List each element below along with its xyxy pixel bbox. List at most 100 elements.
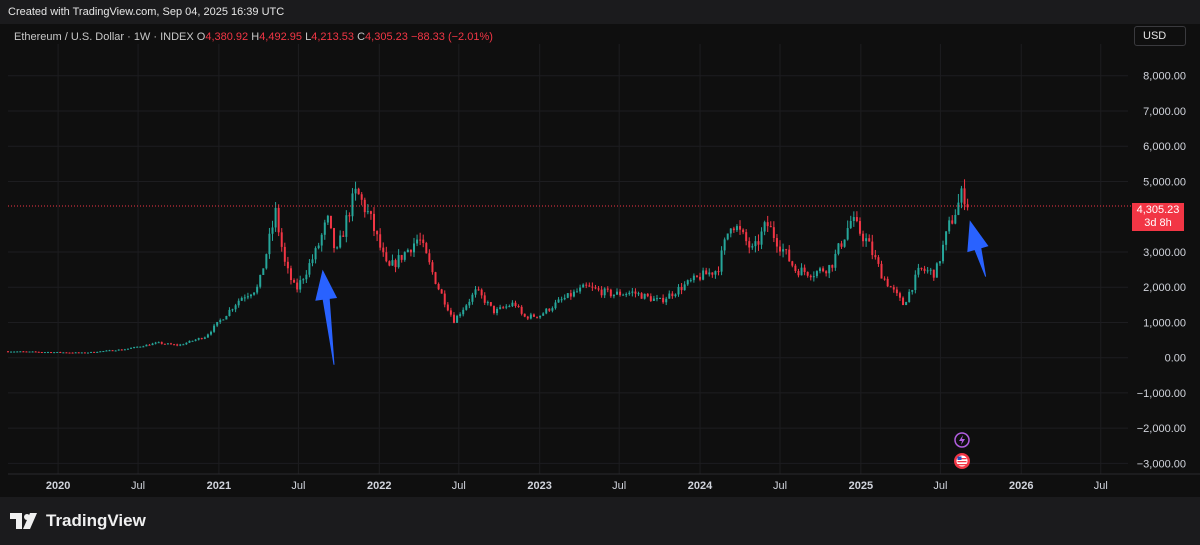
candle-body	[163, 343, 166, 345]
candle-body	[231, 309, 234, 311]
time-axis: 2020 Jul 2021 Jul 2022 Jul 2023 Jul 2024 Jul 2025 J…	[46, 480, 1108, 492]
candle-body	[889, 286, 892, 288]
x-tick-label: Jul	[612, 480, 626, 492]
candle-body	[668, 293, 671, 299]
candle-body	[40, 352, 43, 353]
candle-body	[935, 263, 938, 278]
candle-body	[403, 252, 406, 260]
candle-body	[145, 344, 148, 347]
candle-body	[68, 352, 71, 354]
candle-body	[920, 267, 923, 269]
candle-body	[818, 268, 821, 272]
candle-body	[877, 257, 880, 264]
candle-body	[123, 349, 126, 351]
candle-body	[772, 227, 775, 239]
candle-body	[652, 298, 655, 301]
candle-body	[465, 305, 468, 310]
candle-body	[963, 188, 966, 205]
x-tick-label: 2022	[367, 480, 391, 492]
candle-body	[336, 247, 339, 249]
us-flag-event-icon[interactable]	[954, 453, 970, 469]
symbol-legend: Ethereum / U.S. Dollar · 1W · INDEX O4,3…	[14, 31, 493, 43]
candle-body	[71, 352, 74, 354]
candle-body	[50, 352, 53, 354]
candle-body	[954, 214, 957, 224]
candle-body	[99, 351, 102, 353]
y-tick-label: 1,000.00	[1143, 317, 1186, 329]
candle-body	[317, 245, 320, 249]
candle-body	[948, 220, 951, 232]
candle-body	[539, 315, 542, 318]
candle-body	[825, 271, 828, 274]
candle-body	[19, 351, 22, 353]
candle-body	[400, 255, 403, 260]
candle-body	[809, 275, 812, 278]
lightning-event-icon[interactable]	[954, 432, 970, 448]
candle-body	[130, 347, 133, 349]
candle-body	[646, 293, 649, 297]
candle-body	[425, 243, 428, 254]
candle-body	[951, 220, 954, 224]
candle-body	[917, 267, 920, 275]
candle-body	[862, 233, 865, 242]
candle-body	[496, 308, 499, 314]
candle-body	[311, 259, 314, 264]
candle-body	[363, 199, 366, 213]
price-chart[interactable]: 8,000.00 7,000.00 6,000.00 5,000.00 3,000.00…	[0, 0, 1200, 497]
arrow-annotation[interactable]	[967, 220, 989, 277]
candle-body	[640, 293, 643, 299]
candle-body	[745, 232, 748, 242]
candle-body	[622, 294, 625, 296]
candle-body	[536, 316, 539, 318]
candle-body	[852, 217, 855, 221]
candle-body	[754, 241, 757, 247]
chart-panel[interactable]	[0, 24, 1200, 497]
candle-body	[831, 265, 834, 268]
candle-body	[203, 337, 206, 339]
open-value: 4,380.92	[205, 31, 249, 43]
candle-body	[452, 314, 455, 323]
candle-body	[225, 315, 228, 320]
candle-body	[314, 248, 317, 260]
candle-body	[16, 351, 19, 353]
candle-body	[397, 255, 400, 268]
candle-body	[200, 338, 203, 340]
candle-body	[532, 314, 535, 317]
candle-body	[428, 253, 431, 263]
candle-body	[483, 295, 486, 303]
candle-body	[714, 271, 717, 275]
candle-body	[637, 293, 640, 295]
candle-body	[136, 346, 139, 348]
candle-body	[197, 338, 200, 340]
candle-body	[505, 306, 508, 308]
candle-body	[259, 274, 262, 287]
candle-body	[671, 293, 674, 297]
candle-body	[471, 294, 474, 302]
candle-body	[702, 270, 705, 280]
candle-body	[603, 288, 606, 296]
last-price-tag: 4,305.23 3d 8h	[1132, 203, 1184, 231]
candle-body	[766, 222, 769, 227]
candle-body	[735, 226, 738, 231]
candle-body	[480, 289, 483, 296]
y-tick-label: −3,000.00	[1137, 458, 1186, 470]
candle-body	[219, 320, 222, 322]
y-tick-label: 6,000.00	[1143, 141, 1186, 153]
candle-body	[419, 239, 422, 241]
candle-body	[302, 279, 305, 281]
currency-button[interactable]: USD	[1134, 26, 1186, 46]
candle-body	[625, 294, 628, 296]
candle-body	[680, 286, 683, 291]
candle-body	[351, 193, 354, 217]
candle-body	[449, 310, 452, 315]
candle-body	[120, 349, 123, 351]
candle-body	[723, 239, 726, 251]
candle-body	[840, 243, 843, 247]
candle-body	[788, 249, 791, 262]
candle-body	[462, 309, 465, 315]
candle-body	[320, 234, 323, 246]
candle-body	[391, 260, 394, 266]
candle-body	[960, 188, 963, 203]
candle-body	[908, 291, 911, 303]
arrow-annotation[interactable]	[315, 269, 338, 365]
